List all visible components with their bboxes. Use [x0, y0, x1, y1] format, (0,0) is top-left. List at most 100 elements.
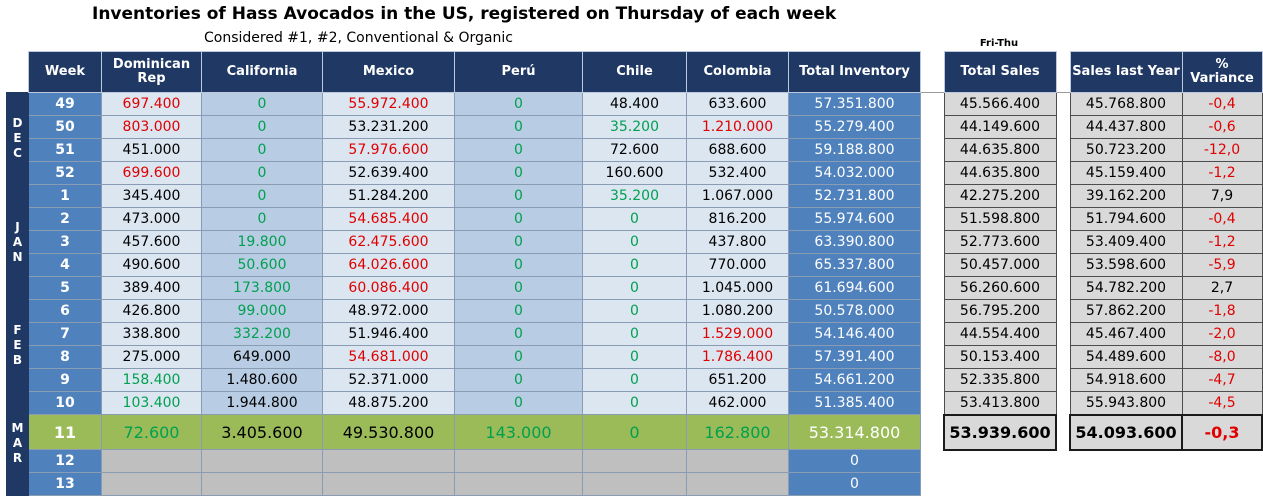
- cell-california: 50.600: [201, 253, 323, 277]
- table-row: 7 338.800 332.200 51.946.400 0 0 1.529.000 54.1…: [7, 322, 921, 346]
- cell-peru: 0: [454, 253, 583, 277]
- cell-peru: 143.000: [454, 414, 583, 450]
- table-row: M A R 10 103.400 1.944.800 48.875.200 0 0 462.000…: [6, 391, 921, 496]
- table-row: 45.159.400 -1,2: [1069, 161, 1263, 185]
- table-row: D E C 49 697.400 0 55.972.400 0 48.400 633.600 57.…: [6, 92, 921, 185]
- table-row: 52.335.800: [943, 368, 1057, 392]
- month-letter: N: [12, 249, 23, 264]
- table-row: 5 389.400 173.800 60.086.400 0 0 1.045.000 61.6…: [7, 276, 921, 300]
- cell-sales-last-year: 45.467.400: [1069, 322, 1183, 346]
- cell-variance: 2,7: [1181, 276, 1263, 300]
- cell-total-sales: 50.457.000: [943, 253, 1057, 277]
- month-letter: E: [13, 131, 22, 145]
- cell-dominican-rep: 158.400: [101, 368, 202, 392]
- cell-mexico: 52.371.000: [322, 368, 455, 392]
- cell-peru: 0: [454, 391, 583, 415]
- header-colombia: Colombia: [686, 51, 789, 93]
- table-row: F E B 6 426.800 99.000 48.972.000 0 0 1.080.200 50…: [6, 299, 921, 392]
- cell-variance: -0,4: [1181, 92, 1263, 116]
- cell-mexico: 60.086.400: [322, 276, 455, 300]
- cell-mexico: 57.976.600: [322, 138, 455, 162]
- month-letter: B: [12, 353, 23, 367]
- cell-mexico: 64.026.600: [322, 253, 455, 277]
- cell-california: 0: [201, 184, 323, 208]
- cell-chile: 0: [582, 414, 687, 450]
- cell-peru: 0: [454, 345, 583, 369]
- table-row: 53.413.800: [943, 391, 1057, 415]
- cell-chile: 0: [582, 368, 687, 392]
- cell-dominican-rep: 338.800: [101, 322, 202, 346]
- header-dominican-rep: Dominican Rep: [101, 51, 202, 93]
- cell-peru: 0: [454, 184, 583, 208]
- cell-total-inventory: 57.391.400: [788, 345, 921, 369]
- cell-chile: 0: [582, 230, 687, 254]
- cell-mexico: [322, 449, 455, 473]
- header-spacer: [6, 51, 29, 93]
- cell-variance: -4,7: [1181, 368, 1263, 392]
- week-number: 3: [28, 230, 102, 254]
- cell-colombia: 437.800: [686, 230, 789, 254]
- cell-chile: 72.600: [582, 138, 687, 162]
- cell-colombia: 633.600: [686, 92, 789, 116]
- cell-variance: -4,5: [1181, 391, 1263, 415]
- cell-california: 0: [201, 207, 323, 231]
- cell-peru: 0: [454, 276, 583, 300]
- cell-sales-last-year: 54.918.600: [1069, 368, 1183, 392]
- cell-chile: 0: [582, 299, 687, 323]
- cell-colombia: 688.600: [686, 138, 789, 162]
- cell-california: 0: [201, 115, 323, 139]
- table-row: 53.939.600: [943, 413, 1057, 451]
- cell-dominican-rep: 473.000: [101, 207, 202, 231]
- cell-variance: -1,8: [1181, 299, 1263, 323]
- table-row: 12 0: [7, 449, 921, 473]
- cell-colombia: 770.000: [686, 253, 789, 277]
- cell-sales-last-year: 54.093.600: [1069, 413, 1183, 451]
- cell-dominican-rep: 490.600: [101, 253, 202, 277]
- table-row: 54.489.600 -8,0: [1069, 345, 1263, 369]
- table-row: 45.467.400 -2,0: [1069, 322, 1263, 346]
- cell-total-inventory: 0: [788, 449, 921, 473]
- cell-total-sales: 53.413.800: [943, 391, 1057, 415]
- cell-sales-last-year: 54.489.600: [1069, 345, 1183, 369]
- month-letter: E: [13, 338, 22, 352]
- sales-period-label: Fri-Thu: [979, 38, 1019, 49]
- week-number: 9: [28, 368, 102, 392]
- header-chile: Chile: [582, 51, 687, 93]
- cell-california: 649.000: [201, 345, 323, 369]
- table-row: 4 490.600 50.600 64.026.600 0 0 770.000 65.337.…: [7, 253, 921, 277]
- sales-table: Total Sales 45.566.400 44.149.600 44.635.8…: [943, 51, 1057, 451]
- table-row: 50.153.400: [943, 345, 1057, 369]
- cell-total-sales: 56.260.600: [943, 276, 1057, 300]
- month-letter: J: [15, 219, 20, 234]
- cell-chile: 35.200: [582, 184, 687, 208]
- cell-chile: [582, 472, 687, 496]
- cell-peru: 0: [454, 92, 583, 116]
- cell-chile: 0: [582, 322, 687, 346]
- cell-peru: [454, 449, 583, 473]
- cell-mexico: 55.972.400: [322, 92, 455, 116]
- cell-variance: -12,0: [1181, 138, 1263, 162]
- week-number: 4: [28, 253, 102, 277]
- week-number: 7: [28, 322, 102, 346]
- cell-dominican-rep: 345.400: [101, 184, 202, 208]
- cell-mexico: 49.530.800: [322, 414, 455, 450]
- table-row: 53.598.600 -5,9: [1069, 253, 1263, 277]
- cell-peru: 0: [454, 322, 583, 346]
- cell-california: 1.480.600: [201, 368, 323, 392]
- cell-colombia: 1.529.000: [686, 322, 789, 346]
- cell-dominican-rep: 697.400: [101, 92, 202, 116]
- cell-dominican-rep: 803.000: [101, 115, 202, 139]
- cell-total-sales: 50.153.400: [943, 345, 1057, 369]
- cell-sales-last-year: 51.794.600: [1069, 207, 1183, 231]
- cell-chile: [582, 449, 687, 473]
- week-number: 50: [28, 115, 102, 139]
- table-row: 45.768.800 -0,4: [1069, 92, 1263, 116]
- cell-mexico: 54.681.000: [322, 345, 455, 369]
- cell-mexico: 51.946.400: [322, 322, 455, 346]
- cell-colombia: 1.045.000: [686, 276, 789, 300]
- cell-dominican-rep: [101, 472, 202, 496]
- cell-sales-last-year: 53.598.600: [1069, 253, 1183, 277]
